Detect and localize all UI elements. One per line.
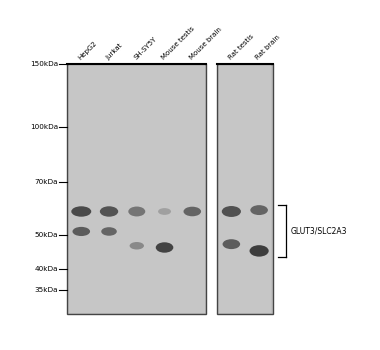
Ellipse shape (101, 227, 117, 236)
Bar (67, 64, 206, 314)
Bar (219, 65, 271, 313)
Bar (69, 65, 205, 313)
Text: Mouse testis: Mouse testis (160, 26, 196, 61)
Text: Rat brain: Rat brain (255, 34, 282, 61)
Ellipse shape (130, 242, 144, 250)
Text: Mouse brain: Mouse brain (188, 27, 223, 61)
Text: SH-SY5Y: SH-SY5Y (133, 36, 158, 61)
Text: 40kDa: 40kDa (35, 266, 58, 272)
Text: HepG2: HepG2 (77, 40, 98, 61)
Text: 70kDa: 70kDa (35, 179, 58, 185)
Ellipse shape (100, 206, 118, 217)
Ellipse shape (156, 242, 173, 253)
Ellipse shape (184, 207, 201, 216)
Ellipse shape (128, 206, 145, 216)
Text: 50kDa: 50kDa (35, 232, 58, 238)
Text: 150kDa: 150kDa (30, 61, 58, 67)
Ellipse shape (250, 245, 269, 257)
Ellipse shape (73, 227, 90, 236)
Ellipse shape (223, 239, 240, 249)
Text: Jurkat: Jurkat (105, 42, 124, 61)
Ellipse shape (158, 208, 171, 215)
Text: Rat testis: Rat testis (227, 34, 255, 61)
Ellipse shape (71, 206, 91, 217)
Text: 100kDa: 100kDa (30, 124, 58, 130)
Text: 35kDa: 35kDa (35, 287, 58, 293)
Text: GLUT3/SLC2A3: GLUT3/SLC2A3 (290, 227, 347, 236)
Ellipse shape (250, 205, 268, 215)
Ellipse shape (222, 206, 241, 217)
Bar (217, 64, 273, 314)
